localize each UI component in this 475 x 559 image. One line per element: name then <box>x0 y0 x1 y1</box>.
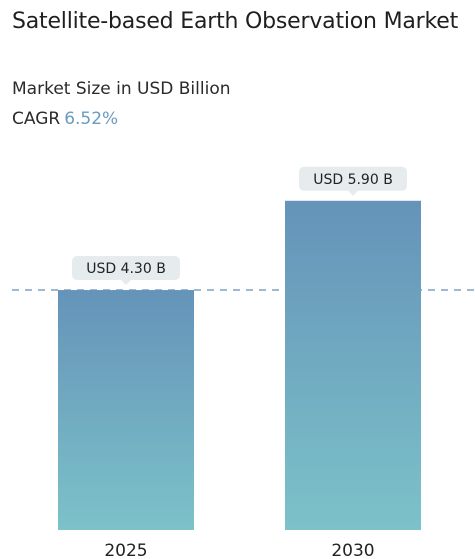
data-label-box-2030 <box>299 166 407 196</box>
chart-subtitle: Market Size in USD Billion <box>12 79 231 99</box>
data-label-2025: USD 4.30 B <box>86 261 166 277</box>
cagr-label: CAGR <box>12 109 61 129</box>
data-label-2030: USD 5.90 B <box>313 172 393 188</box>
bar-2030 <box>285 200 421 530</box>
cagr-line: CAGR 6.52% <box>12 107 118 131</box>
chart-title: Satellite-based Earth Observation Market <box>12 9 459 34</box>
data-label-box-2025 <box>72 256 180 286</box>
x-tick-label-2025: 2025 <box>104 541 147 559</box>
bar-2025 <box>58 290 194 530</box>
cagr-value: 6.52% <box>64 109 119 129</box>
x-tick-label-2030: 2030 <box>331 541 374 559</box>
